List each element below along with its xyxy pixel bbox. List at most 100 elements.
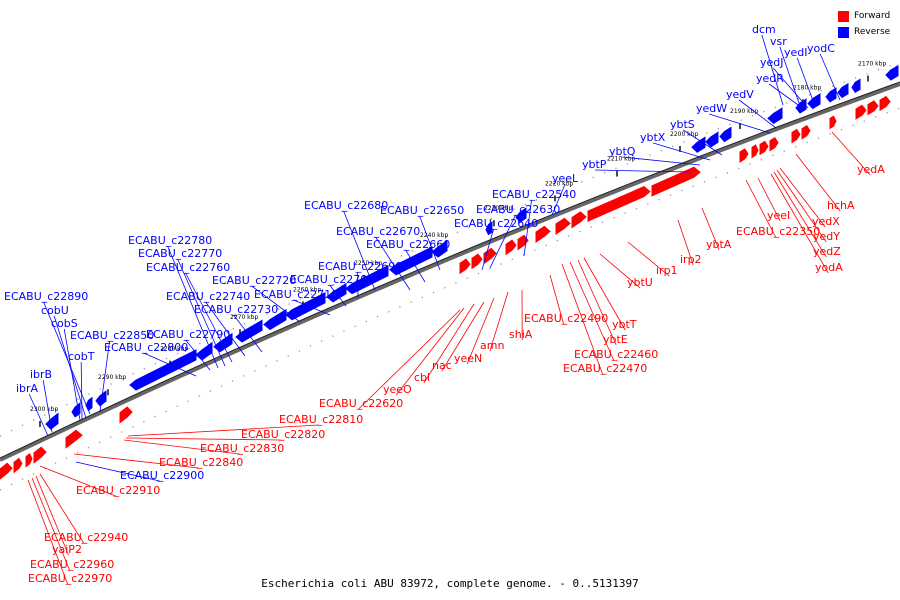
gene-label[interactable]: ECABU_c22850 — [70, 329, 154, 342]
forward-gene-feature[interactable] — [13, 457, 23, 474]
forward-gene-feature[interactable] — [459, 258, 471, 275]
reverse-gene-feature[interactable] — [345, 264, 389, 295]
reverse-gene-feature[interactable] — [95, 390, 107, 407]
gene-label[interactable]: ECABU_c22350 — [736, 225, 820, 238]
forward-gene-feature[interactable] — [587, 186, 651, 222]
reverse-gene-feature[interactable] — [837, 82, 849, 99]
reverse-gene-feature[interactable] — [719, 126, 732, 143]
reverse-gene-feature[interactable] — [515, 207, 527, 223]
reverse-gene-feature[interactable] — [129, 349, 197, 391]
forward-gene-feature[interactable] — [555, 217, 571, 235]
gene-label[interactable]: yodA — [815, 261, 843, 274]
gene-label[interactable]: ibrB — [30, 368, 52, 381]
gene-label[interactable]: ECABU_c22700 — [290, 273, 374, 286]
gene-label[interactable]: ECABU_c22710 — [254, 288, 338, 301]
forward-gene-feature[interactable] — [791, 128, 801, 144]
gene-label[interactable]: ECABU_c22680 — [304, 199, 388, 212]
reverse-gene-feature[interactable] — [767, 107, 783, 125]
forward-gene-feature[interactable] — [879, 95, 891, 112]
gene-label[interactable]: ybtA — [706, 238, 732, 251]
gene-label[interactable]: ECABU_c22780 — [128, 234, 212, 247]
gene-label[interactable]: ECABU_c22910 — [76, 484, 160, 497]
gene-label[interactable]: ECABU_c22690 — [318, 260, 402, 273]
gene-label[interactable]: ECABU_c22460 — [574, 348, 658, 361]
gene-label[interactable]: hchA — [827, 199, 855, 212]
forward-gene-feature[interactable] — [801, 125, 811, 140]
gene-label[interactable]: yeeL — [552, 172, 579, 185]
reverse-gene-feature[interactable] — [825, 87, 837, 103]
gene-label[interactable]: yedW — [696, 102, 727, 115]
gene-label[interactable]: ybtT — [612, 318, 637, 331]
forward-gene-feature[interactable] — [867, 100, 879, 116]
gene-label[interactable]: ibrA — [16, 382, 39, 395]
gene-label[interactable]: irp1 — [656, 264, 678, 277]
gene-label[interactable]: yedV — [726, 88, 754, 101]
forward-gene-feature[interactable] — [0, 462, 13, 480]
forward-gene-feature[interactable] — [25, 452, 33, 468]
gene-label[interactable]: ECABU_c22970 — [28, 572, 112, 585]
gene-label[interactable]: cobU — [41, 304, 69, 317]
gene-label[interactable]: yeeO — [383, 383, 412, 396]
reverse-gene-feature[interactable] — [691, 136, 706, 153]
gene-label[interactable]: ECABU_c22490 — [524, 312, 608, 325]
gene-label[interactable]: irp2 — [680, 253, 702, 266]
forward-gene-feature[interactable] — [119, 406, 133, 424]
reverse-gene-feature[interactable] — [195, 341, 213, 361]
gene-label[interactable]: yedA — [857, 163, 885, 176]
gene-label[interactable]: ybtE — [603, 333, 628, 346]
forward-gene-feature[interactable] — [769, 136, 779, 152]
gene-label[interactable]: yeeN — [454, 352, 482, 365]
gene-label[interactable]: ECABU_c22740 — [166, 290, 250, 303]
gene-label[interactable]: ECABU_c22890 — [4, 290, 88, 303]
gene-label[interactable]: yeeI — [767, 209, 790, 222]
gene-label[interactable]: dcm — [752, 23, 776, 36]
forward-gene-feature[interactable] — [65, 429, 83, 449]
gene-label[interactable]: cobS — [51, 317, 78, 330]
gene-label[interactable]: ECABU_c22640 — [454, 217, 538, 230]
forward-gene-feature[interactable] — [471, 253, 483, 270]
gene-label[interactable]: yedY — [813, 230, 840, 243]
gene-label[interactable]: ECABU_c22800 — [104, 341, 188, 354]
forward-gene-feature[interactable] — [505, 239, 517, 256]
gene-label[interactable]: ybtS — [670, 118, 695, 131]
gene-label[interactable]: cbl — [414, 371, 430, 384]
gene-label[interactable]: ybtX — [640, 131, 666, 144]
gene-label[interactable]: yaiP2 — [52, 543, 82, 556]
gene-label[interactable]: nac — [432, 359, 452, 372]
gene-label[interactable]: yedX — [812, 215, 840, 228]
forward-gene-feature[interactable] — [739, 148, 749, 163]
gene-label[interactable]: ECABU_c22760 — [146, 261, 230, 274]
gene-label[interactable]: ybtQ — [609, 145, 636, 158]
reverse-gene-feature[interactable] — [885, 64, 899, 81]
gene-label[interactable]: ECABU_c22830 — [200, 442, 284, 455]
gene-label[interactable]: ECABU_c22770 — [138, 247, 222, 260]
forward-gene-feature[interactable] — [571, 211, 587, 229]
gene-label[interactable]: ECABU_c22670 — [336, 225, 420, 238]
reverse-gene-feature[interactable] — [285, 291, 326, 321]
gene-label[interactable]: ECABU_c22630 — [476, 203, 560, 216]
gene-label[interactable]: ECABU_c22960 — [30, 558, 114, 571]
reverse-gene-feature[interactable] — [807, 93, 821, 110]
gene-label[interactable]: ECABU_c22820 — [241, 428, 325, 441]
gene-label[interactable]: yodC — [807, 42, 835, 55]
reverse-gene-feature[interactable] — [235, 319, 263, 343]
gene-label[interactable]: yedJ — [760, 56, 784, 69]
gene-label[interactable]: ECABU_c22730 — [194, 303, 278, 316]
forward-gene-feature[interactable] — [855, 104, 867, 120]
gene-label[interactable]: yedR — [756, 72, 784, 85]
forward-gene-feature[interactable] — [759, 140, 769, 156]
reverse-gene-feature[interactable] — [705, 131, 719, 148]
gene-label[interactable]: yedI — [784, 46, 808, 59]
gene-label[interactable]: ECABU_c22540 — [492, 188, 576, 201]
gene-label[interactable]: ECABU_c22790 — [146, 328, 230, 341]
gene-label[interactable]: ECABU_c22900 — [120, 469, 204, 482]
gene-label[interactable]: ybtP — [582, 158, 607, 171]
gene-label[interactable]: ECABU_c22810 — [279, 413, 363, 426]
reverse-gene-feature[interactable] — [851, 78, 861, 94]
gene-label[interactable]: amn — [480, 339, 504, 352]
gene-label[interactable]: ybtU — [627, 276, 653, 289]
gene-label[interactable]: ECABU_c22660 — [366, 238, 450, 251]
forward-gene-feature[interactable] — [829, 115, 837, 130]
gene-label[interactable]: ECABU_c22650 — [380, 204, 464, 217]
gene-label[interactable]: ECABU_c22620 — [319, 397, 403, 410]
